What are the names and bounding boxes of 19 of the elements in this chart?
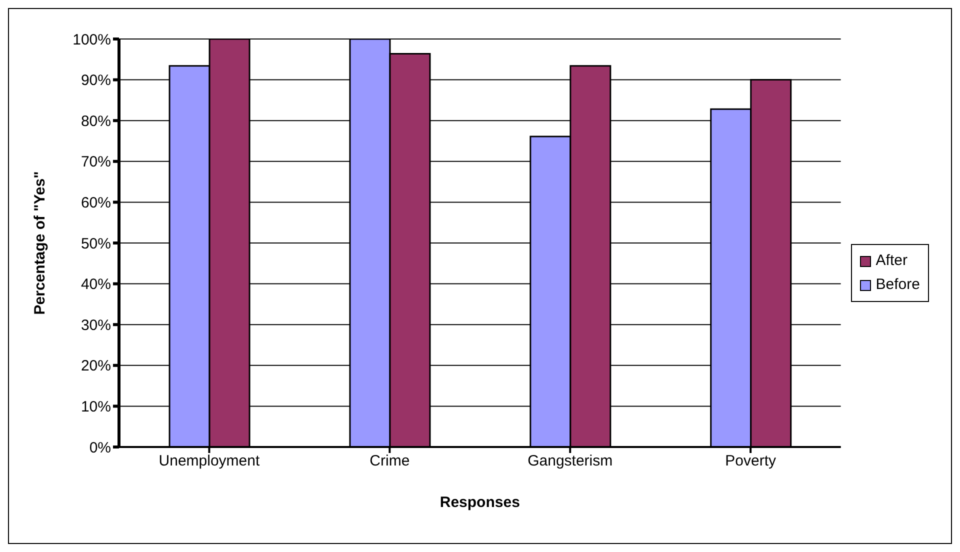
y-tick-label: 20% [80,358,111,375]
x-tick-label: Unemployment [158,452,260,470]
y-tick-label: 40% [80,276,111,294]
y-tick-label: 10% [80,398,111,416]
y-tick-label: 0% [89,439,111,456]
y-tick-label: 100% [72,31,111,48]
y-axis-title: Percentage of "Yes" [31,171,48,315]
y-tick-label: 70% [80,154,111,171]
x-tick-label: Poverty [725,452,776,470]
legend-label: After [874,251,908,271]
y-tick-label: 90% [80,72,111,90]
x-tick-label: Crime [370,452,410,470]
x-tick-label: Gangsterism [528,452,613,470]
y-tick-label: 30% [80,316,111,334]
y-tick-label: 60% [80,194,111,212]
y-tick-label: 80% [80,112,111,130]
x-axis-title: Responses [440,494,520,511]
legend-label: Before [874,275,920,295]
y-tick-label: 50% [80,235,111,252]
